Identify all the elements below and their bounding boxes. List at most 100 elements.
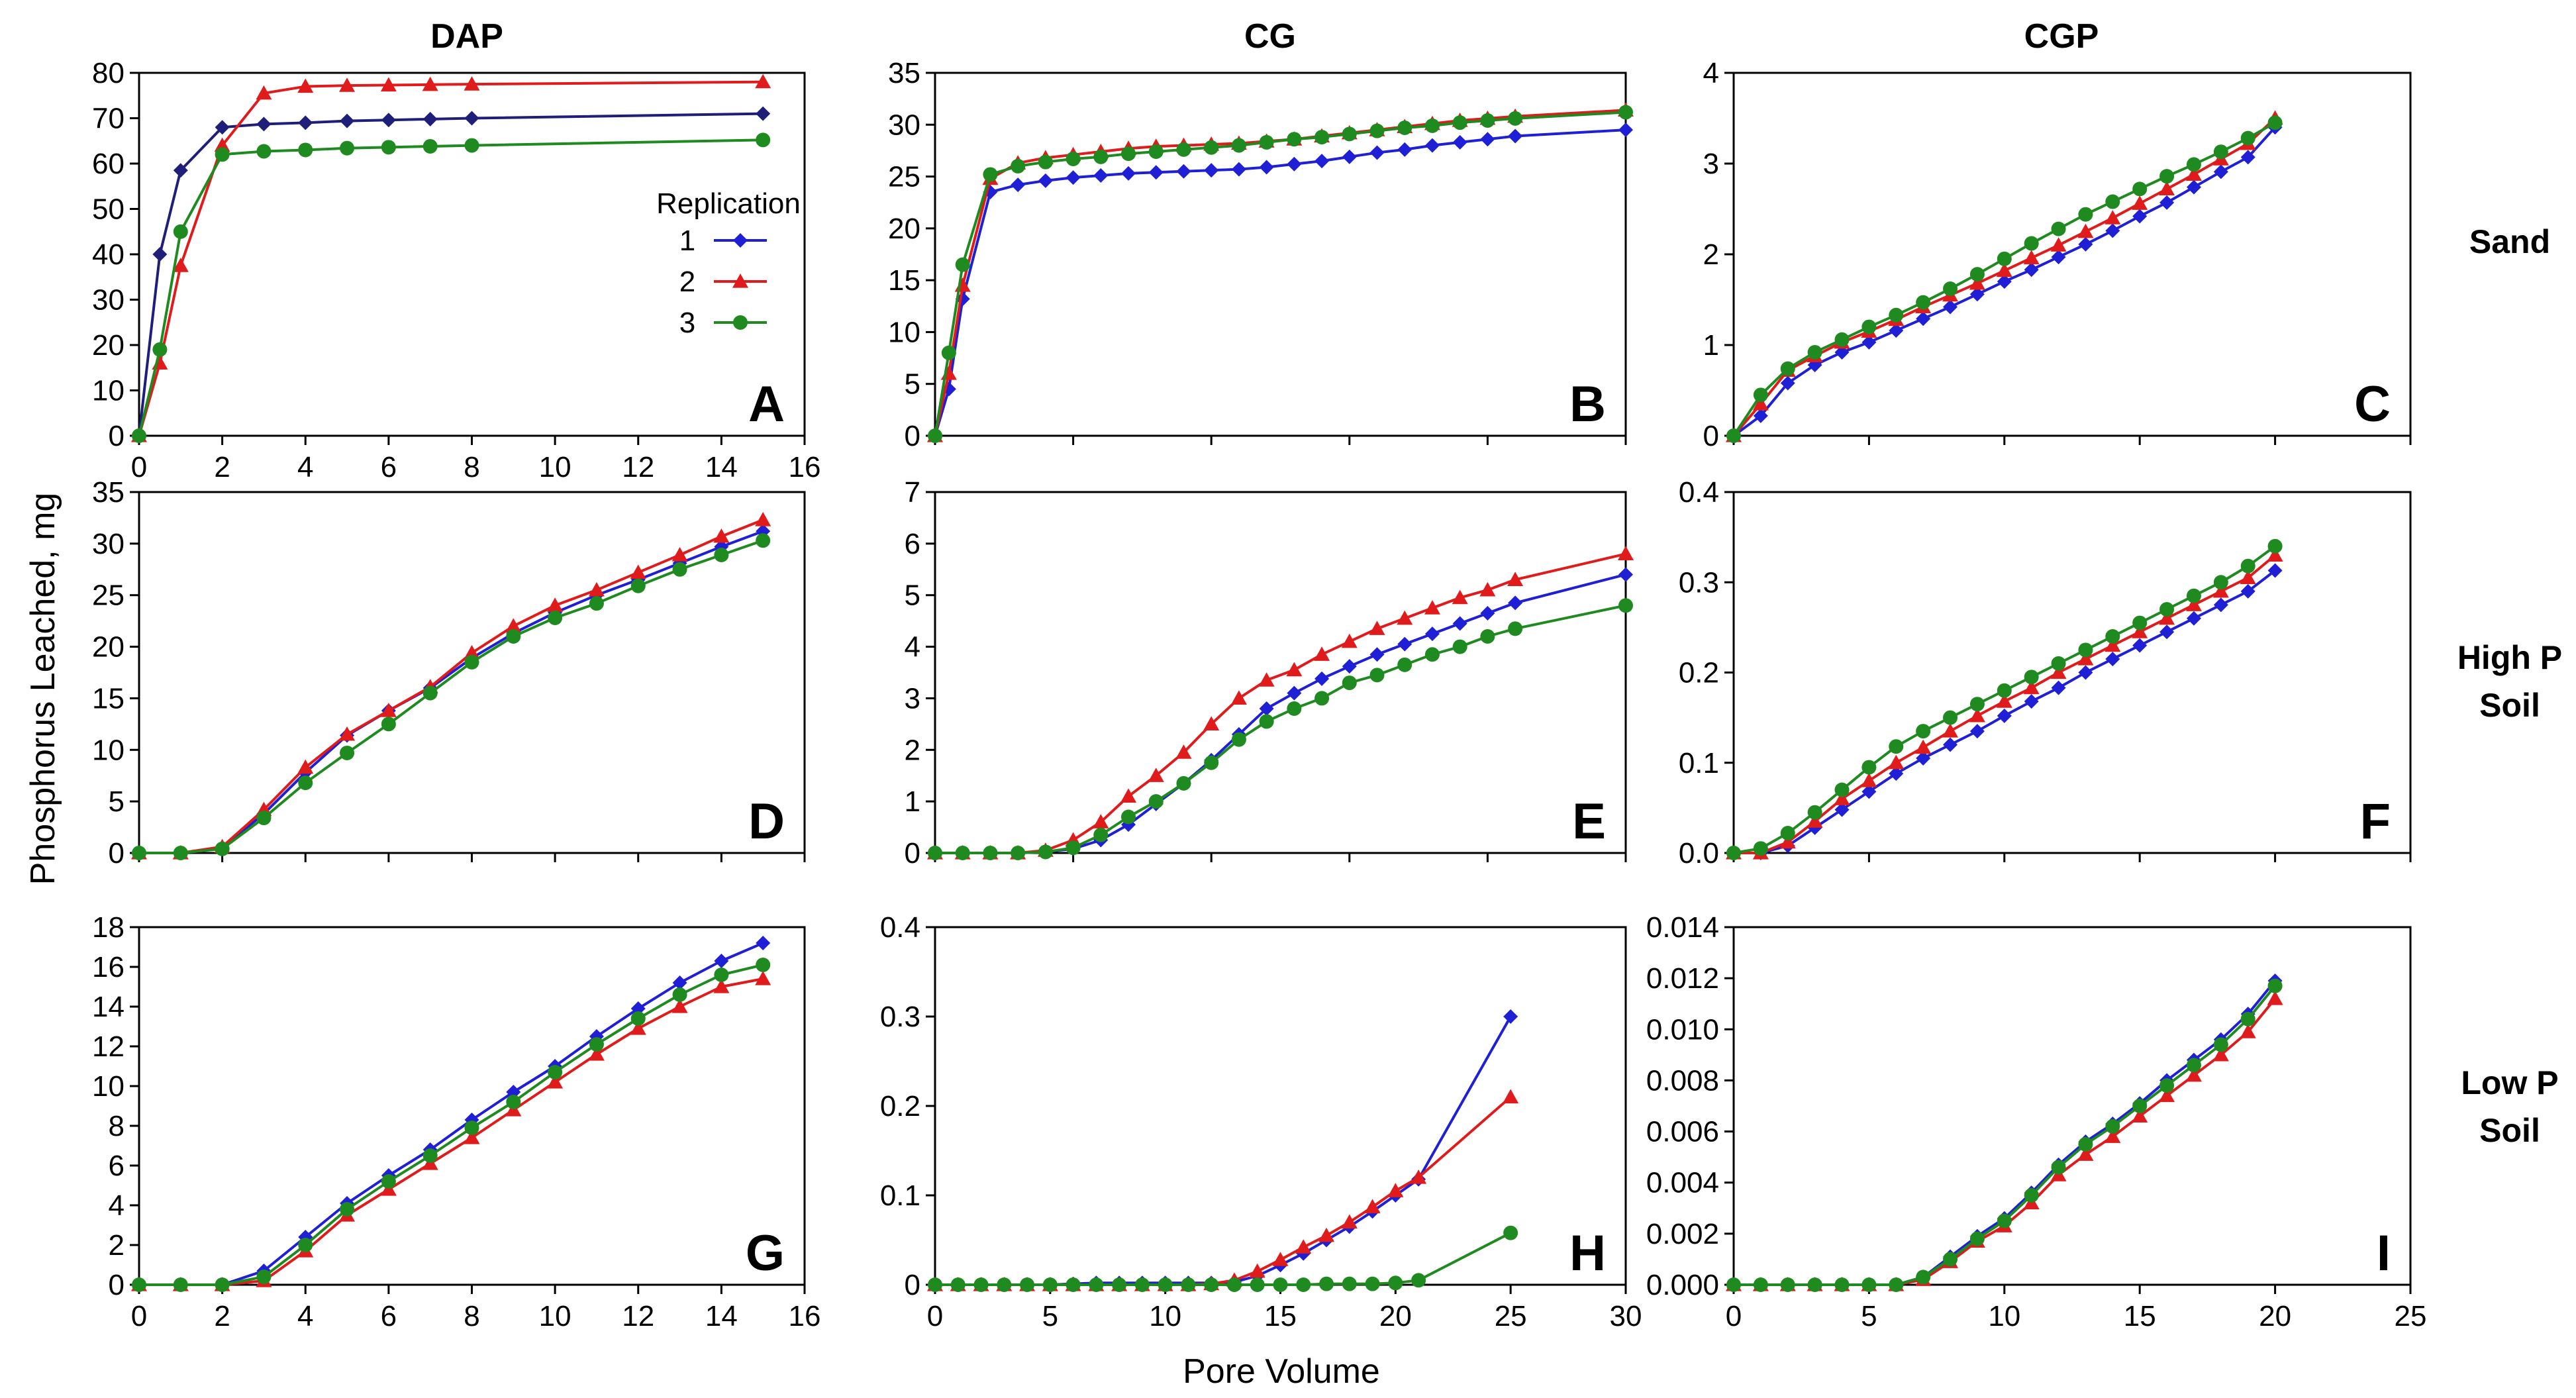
y-tick-label: 0 <box>905 1269 920 1301</box>
data-point-rep3 <box>1861 319 1877 334</box>
data-point-rep3 <box>1943 710 1958 725</box>
y-tick-label: 35 <box>92 476 124 509</box>
y-tick-label: 4 <box>905 631 920 664</box>
data-point-rep3 <box>1834 1277 1850 1292</box>
data-point-rep2 <box>1942 723 1959 738</box>
panel-D: 0 5 10 15 20 25 30 35 D <box>92 476 806 870</box>
data-point-rep3 <box>2213 144 2228 160</box>
data-point-rep3 <box>1861 760 1877 775</box>
x-tick-label: 4 <box>297 451 313 483</box>
panel-letter: A <box>748 376 785 432</box>
data-point-rep3 <box>756 132 771 148</box>
data-point-rep1 <box>1997 708 2012 723</box>
data-point-rep3 <box>1726 1277 1741 1292</box>
data-point-rep1 <box>2051 680 2066 695</box>
data-point-rep2 <box>464 644 480 660</box>
y-tick-label: 0.004 <box>1646 1167 1719 1199</box>
data-point-rep2 <box>2240 1024 2256 1038</box>
data-point-rep1 <box>1861 784 1877 799</box>
y-tick-label: 25 <box>92 579 124 612</box>
series-line-rep1 <box>1734 979 2277 1286</box>
series-line-rep1 <box>935 1016 1512 1286</box>
data-point-rep3 <box>1287 701 1302 716</box>
x-tick-label: 20 <box>1379 1300 1412 1332</box>
series-line-rep3 <box>138 138 764 436</box>
data-point-rep1 <box>1314 154 1330 169</box>
panel-H: 0 0.1 0.2 0.3 0.4 0 5 10 15 20 25 30H <box>880 911 1642 1332</box>
x-tick-label: 2 <box>214 451 230 483</box>
plot-frame <box>934 491 1627 854</box>
data-point-rep1 <box>2105 223 2120 238</box>
series-line-rep1 <box>139 530 764 854</box>
x-tick-label: 8 <box>464 1300 479 1332</box>
data-point-rep3 <box>756 533 771 548</box>
data-point-rep3 <box>2159 1078 2175 1093</box>
data-point-rep2 <box>1779 834 1796 849</box>
data-point-rep1 <box>422 111 438 126</box>
data-point-rep2 <box>2132 624 2148 638</box>
y-tick-label: 0.2 <box>880 1090 920 1123</box>
data-point-rep3 <box>2051 656 2066 671</box>
y-tick-label: 0.1 <box>1679 747 1719 779</box>
data-point-rep3 <box>630 578 646 593</box>
data-point-rep3 <box>950 1277 966 1292</box>
data-point-rep3 <box>173 224 188 239</box>
data-point-rep3 <box>1121 146 1136 162</box>
y-tick-label: 0 <box>109 837 124 870</box>
data-point-rep3 <box>256 144 272 159</box>
data-point-rep1 <box>1093 168 1109 183</box>
x-tick-label: 0 <box>131 1300 147 1332</box>
data-point-rep3 <box>1807 1277 1822 1292</box>
legend-marker-rep1 <box>733 233 748 248</box>
data-point-rep1 <box>1508 595 1523 611</box>
data-point-rep2 <box>1120 788 1137 803</box>
y-tick-label: 10 <box>92 1070 124 1103</box>
data-point-rep2 <box>2023 250 2040 265</box>
legend-label-1: 1 <box>679 225 695 257</box>
data-point-rep3 <box>1726 428 1741 443</box>
y-tick-label: 0.1 <box>880 1179 920 1212</box>
data-point-rep1 <box>1287 156 1302 172</box>
data-point-rep2 <box>2267 991 2283 1005</box>
y-tick-label: 0 <box>905 837 920 870</box>
data-point-rep2 <box>940 366 957 380</box>
data-point-rep3 <box>2024 1188 2039 1203</box>
data-point-rep2 <box>1272 1252 1289 1266</box>
data-point-rep2 <box>2185 166 2202 181</box>
data-point-rep2 <box>1411 1170 1427 1184</box>
data-point-rep2 <box>2023 679 2040 695</box>
y-tick-label: 8 <box>109 1110 124 1142</box>
data-point-rep3 <box>215 1277 230 1292</box>
data-point-rep3 <box>2186 157 2201 172</box>
data-point-rep3 <box>1997 251 2012 266</box>
data-point-rep1 <box>1287 685 1302 701</box>
data-point-rep1 <box>756 936 771 950</box>
data-point-rep1 <box>1618 567 1633 582</box>
data-point-rep1 <box>152 247 168 262</box>
data-point-rep1 <box>672 975 687 990</box>
series-line-rep3 <box>935 604 1626 854</box>
data-point-rep1 <box>1342 659 1357 674</box>
data-point-rep1 <box>1997 274 2012 289</box>
data-point-rep3 <box>928 846 942 860</box>
data-point-rep1 <box>2186 179 2201 195</box>
x-tick-label: 12 <box>622 1300 654 1332</box>
data-point-rep2 <box>2159 1087 2175 1103</box>
data-point-rep3 <box>2159 169 2175 184</box>
data-point-rep3 <box>1296 1277 1311 1292</box>
series-line-rep2 <box>139 977 764 1286</box>
data-point-rep1 <box>1148 165 1164 180</box>
data-point-rep2 <box>1996 693 2012 708</box>
data-point-rep2 <box>422 76 438 91</box>
data-point-rep3 <box>1726 846 1741 860</box>
data-point-rep3 <box>2051 1160 2066 1175</box>
data-point-rep2 <box>2105 210 2121 225</box>
data-point-rep3 <box>2078 1136 2093 1152</box>
data-point-rep3 <box>983 846 998 860</box>
x-tick-label: 6 <box>381 1300 397 1332</box>
data-point-rep3 <box>1388 1275 1403 1291</box>
data-point-rep3 <box>714 547 729 562</box>
y-tick-label: 60 <box>92 148 124 180</box>
